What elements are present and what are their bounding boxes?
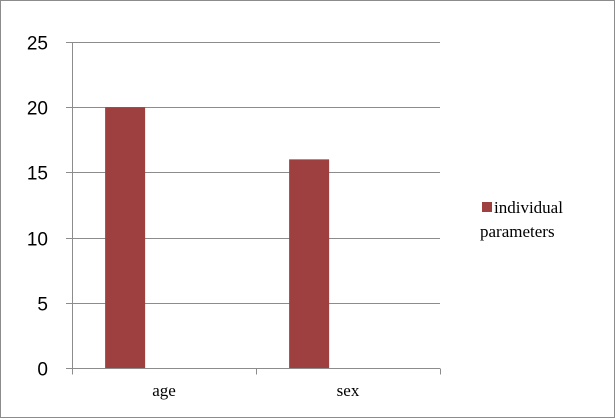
axes: [66, 42, 441, 375]
y-tick-label: 15: [27, 164, 48, 185]
legend-label-line-2: parameters: [480, 222, 555, 241]
y-tick-label: 0: [37, 360, 48, 381]
legend: individual parameters: [480, 198, 563, 241]
x-category-label: sex: [337, 381, 360, 400]
y-tick-label: 5: [37, 295, 48, 316]
x-category-label: age: [152, 381, 176, 400]
bars: [105, 107, 330, 368]
legend-label-line-1: individual: [494, 198, 563, 217]
y-tick-label: 20: [27, 99, 48, 120]
bar-age: [105, 107, 146, 368]
y-tick-label: 10: [27, 230, 48, 251]
bar-sex: [289, 159, 330, 368]
y-tick-label: 25: [27, 34, 48, 55]
labels: 0 5 10 15 20 25 age sex: [27, 34, 360, 401]
legend-swatch: [482, 202, 492, 212]
